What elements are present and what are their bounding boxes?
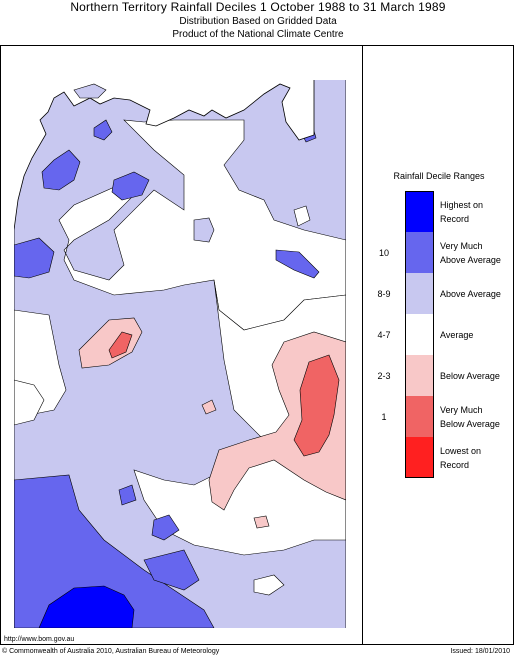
very-much-above-average-south2 — [143, 549, 200, 591]
very-much-above-average-small1 — [151, 514, 180, 541]
legend-swatch-below — [405, 355, 434, 396]
legend-code: 8-9 — [377, 288, 391, 299]
map-title: Northern Territory Rainfall Deciles 1 Oc… — [70, 0, 446, 14]
very-much-above-average-west — [14, 237, 55, 279]
issued-date: Issued: 18/01/2010 — [450, 648, 510, 655]
legend-label: Very Much Below Average — [440, 404, 500, 429]
legend-swatch-above — [405, 273, 434, 314]
legend-code: 2-3 — [377, 370, 391, 381]
legend-title: Rainfall Decile Ranges — [393, 171, 485, 181]
very-much-below-average-east — [293, 354, 340, 457]
legend-row-average: 4-7 Average — [364, 314, 514, 355]
copyright-notice: © Commonwealth of Australia 2010, Austra… — [2, 648, 220, 655]
bom-website-link[interactable]: http://www.bom.gov.au — [4, 636, 75, 643]
legend-code: 4-7 — [377, 329, 391, 340]
island-groote — [293, 205, 311, 227]
very-much-below-average-west — [108, 331, 133, 359]
legend-row-below: 2-3 Below Average — [364, 355, 514, 396]
legend-label: Very Much Above Average — [440, 240, 501, 265]
legend-swatch-average — [405, 314, 434, 355]
very-much-above-average-north1 — [93, 119, 113, 141]
legend-swatch-very-much-below — [405, 396, 434, 437]
legend-row-very-much-below: 1 Very Much Below Average — [364, 396, 514, 437]
legend-label: Below Average — [440, 370, 500, 381]
very-much-above-average-northeast — [275, 249, 320, 279]
legend-label: Lowest on Record — [440, 445, 482, 470]
legend-code — [364, 191, 404, 232]
below-average-small2 — [253, 515, 270, 529]
island-bathurst — [73, 83, 107, 99]
very-much-above-average-north2 — [41, 149, 81, 191]
map-frame — [0, 45, 514, 645]
legend-label: Highest on Record — [440, 199, 484, 224]
legend-label: Above Average — [440, 288, 501, 299]
legend-label: Average — [440, 329, 474, 340]
below-average-west-patch — [78, 317, 143, 369]
average-patch-sw — [14, 379, 45, 426]
legend-swatch-very-much-above — [405, 232, 434, 273]
rainfall-decile-map — [14, 80, 346, 628]
legend-swatch-lowest — [405, 437, 434, 478]
map-subtitle-distribution: Distribution Based on Gridded Data — [179, 16, 337, 27]
legend-swatch-highest — [405, 191, 434, 232]
legend-row-highest: Highest on Record — [364, 191, 514, 232]
coastline — [14, 80, 346, 628]
map-subtitle-product: Product of the National Climate Centre — [172, 29, 344, 40]
legend-row-very-much-above: 10 Very Much Above Average — [364, 232, 514, 273]
legend-code: 1 — [381, 411, 387, 422]
legend-row-above: 8-9 Above Average — [364, 273, 514, 314]
very-much-above-average-small2 — [118, 484, 137, 506]
legend-code: 10 — [378, 247, 389, 258]
below-average-small1 — [201, 399, 217, 415]
legend-row-lowest: Lowest on Record — [364, 437, 514, 478]
very-much-above-average-north3 — [111, 171, 150, 201]
above-average-patch-north — [193, 217, 215, 243]
legend-code — [364, 437, 404, 478]
highest-on-record-region — [38, 585, 135, 628]
average-patch-s — [253, 574, 285, 596]
legend-divider — [362, 45, 363, 645]
